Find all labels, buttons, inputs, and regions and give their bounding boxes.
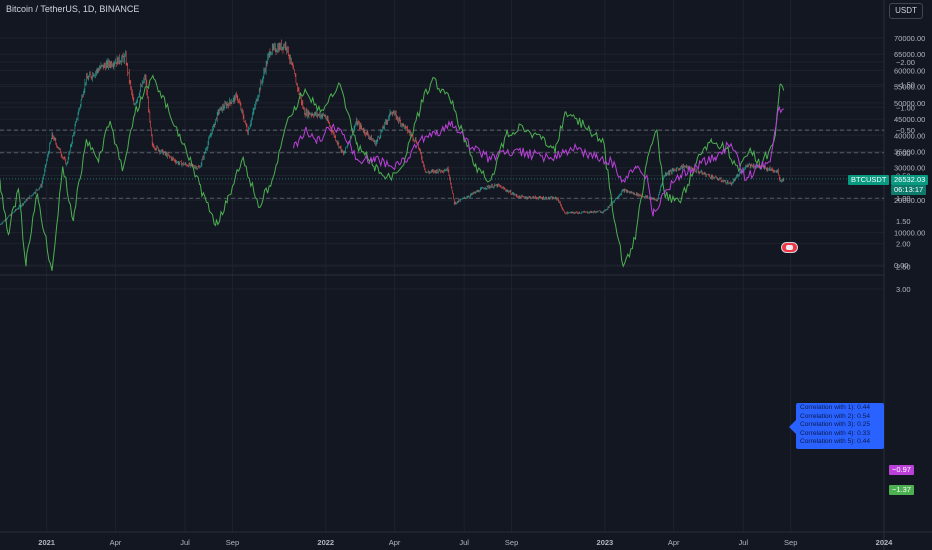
correlation-label-box: Correlation with 1): 0.44 Correlation wi… [796,403,884,449]
price-tick-label: 60000.00 [894,66,925,75]
time-tick-label: Sep [784,538,797,547]
time-tick-label: 2023 [597,538,614,547]
price-tick-label: 35000.00 [894,148,925,157]
time-axis[interactable]: 2021 Apr Jul Sep 2022 Apr Jul Sep 2023 Apr Jul Sep 2… [38,538,893,547]
time-tick-label: 2024 [876,538,894,547]
oscillator-purple-line [293,105,785,217]
currency-button[interactable]: USDT [889,3,923,19]
price-tick-label: 50000.00 [894,99,925,108]
time-tick-label: 2022 [317,538,334,547]
oscillator-tick-label: −1.00 [896,103,915,112]
oscillator-tick-label: 3.00 [896,285,911,294]
oscillator-tick-label: −0.50 [896,126,915,135]
chart-title: Bitcoin / TetherUS, 1D, BINANCE [6,4,140,14]
time-tick-label: Jul [459,538,469,547]
correlation-line-5: Correlation with 5): 0.44 [800,438,871,446]
oscillator-tick-label: −1.50 [896,81,915,90]
correlation-line-4: Correlation with 4): 0.33 [800,429,871,437]
symbol-tag: BTCUSDT [848,175,890,185]
correlation-line-2: Correlation with 2): 0.54 [800,412,871,420]
price-tick-label: 55000.00 [894,83,925,92]
event-flag-icon[interactable] [781,242,798,253]
oscillator-tick-label: 2.00 [896,240,911,249]
countdown-tag: 06:13:17 [891,185,927,195]
time-tick-label: Apr [389,538,401,547]
oscillator-green-value: −1.37 [889,485,914,495]
time-tick-label: 2021 [38,538,55,547]
price-tick-label: 40000.00 [894,131,925,140]
oscillator-tick-label: 1.50 [896,217,911,226]
correlation-box-pointer [789,420,796,434]
price-tick-label: 45000.00 [894,115,925,124]
time-tick-label: Jul [738,538,748,547]
time-tick-label: Apr [110,538,122,547]
correlation-line-3: Correlation with 3): 0.25 [800,421,871,429]
time-tick-label: Sep [505,538,518,547]
oscillator-levels [0,129,884,199]
oscillator-tick-label: −2.00 [896,58,915,67]
price-tick-label: 65000.00 [894,50,925,59]
price-tick-label: 10000.00 [894,229,925,238]
oscillator-tick-label: 1.00 [896,194,911,203]
price-tick-label: 20000.00 [894,196,925,205]
time-tick-label: Sep [226,538,239,547]
price-tick-label: 30000.00 [894,164,925,173]
oscillator-tick-label: 0.00 [896,149,911,158]
oscillator-green-line [0,74,785,271]
price-tick-label: 0.00 [894,261,909,270]
oscillator-tick-label: 2.50 [896,262,911,271]
correlation-line-1: Correlation with 1): 0.44 [800,404,871,411]
time-tick-label: Jul [180,538,190,547]
price-candles [0,39,785,225]
last-price-tag: 26532.03 [891,175,929,185]
grid-lines [0,0,885,532]
time-tick-label: Apr [668,538,680,547]
oscillator-purple-value: −0.97 [889,465,914,475]
oscillator-lines [0,74,785,271]
price-tick-label: 70000.00 [894,34,925,43]
